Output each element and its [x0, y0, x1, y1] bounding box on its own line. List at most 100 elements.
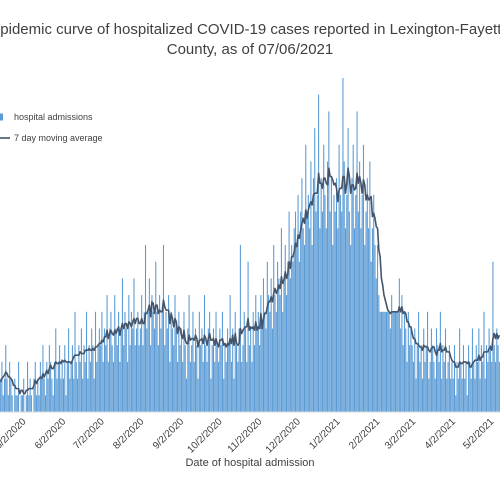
bar — [86, 311, 88, 412]
bar — [348, 211, 350, 412]
bar — [70, 361, 72, 412]
bar — [396, 311, 398, 412]
bar — [360, 228, 362, 412]
bar — [498, 361, 500, 412]
bar — [71, 345, 73, 412]
bar — [319, 228, 321, 412]
bar — [384, 311, 386, 412]
bar — [347, 128, 349, 412]
bar — [452, 378, 454, 412]
bar — [394, 311, 397, 412]
bar — [59, 345, 61, 412]
bar — [351, 178, 353, 412]
bar — [159, 295, 161, 412]
bar — [287, 261, 289, 412]
bar — [227, 328, 229, 412]
bar — [450, 378, 452, 412]
bar — [3, 378, 6, 412]
bar — [146, 328, 148, 412]
bar — [327, 161, 329, 412]
bar — [91, 328, 93, 412]
bar — [1, 361, 3, 412]
bar — [414, 328, 416, 412]
bar — [20, 395, 22, 412]
bar — [448, 345, 450, 412]
bar — [443, 361, 445, 412]
bar — [257, 311, 259, 412]
bar — [294, 211, 297, 412]
bar — [379, 311, 381, 412]
bar — [132, 328, 134, 412]
bar — [329, 211, 331, 412]
bar — [392, 311, 394, 412]
bar — [215, 311, 217, 412]
legend-swatch — [0, 113, 3, 121]
bar — [42, 345, 44, 412]
bar — [328, 111, 330, 413]
bar — [78, 345, 80, 412]
x-tick-label: 2/2/2021 — [347, 416, 383, 452]
bar — [386, 311, 388, 412]
bar — [346, 194, 348, 412]
bar — [261, 328, 263, 412]
bar — [307, 194, 309, 412]
bar — [407, 311, 409, 412]
bar — [303, 245, 306, 412]
bar — [410, 328, 412, 412]
bar — [383, 311, 385, 412]
bar — [5, 345, 7, 412]
bar — [300, 211, 302, 412]
bar — [130, 311, 132, 412]
bar — [211, 345, 213, 412]
bar — [370, 261, 372, 412]
bar — [301, 178, 303, 412]
bar — [179, 345, 181, 412]
bar — [459, 328, 461, 412]
bar — [309, 228, 311, 412]
bar — [415, 378, 417, 412]
bar — [109, 328, 111, 412]
bar — [380, 311, 382, 412]
bar — [114, 295, 116, 412]
bar — [202, 361, 204, 412]
bar — [107, 361, 109, 412]
bar — [118, 311, 120, 412]
bar — [157, 345, 159, 412]
bar — [119, 361, 121, 412]
bar — [284, 245, 286, 412]
bar — [336, 178, 338, 412]
bar — [209, 311, 211, 412]
bar — [123, 345, 125, 412]
bar — [10, 378, 12, 412]
bar — [0, 378, 2, 412]
bar — [2, 395, 4, 412]
bar — [82, 378, 84, 412]
bar — [15, 395, 17, 412]
bar — [120, 328, 122, 412]
bar — [444, 328, 447, 412]
bar — [430, 328, 432, 412]
bar — [139, 328, 141, 412]
bar — [256, 328, 258, 412]
bar — [233, 378, 235, 412]
bar — [164, 345, 166, 412]
bar — [264, 311, 266, 412]
bar — [342, 78, 344, 412]
bar — [371, 228, 373, 412]
bar — [53, 361, 56, 412]
bar — [147, 311, 149, 412]
bar — [200, 345, 202, 412]
bar — [52, 395, 54, 412]
bar — [189, 361, 191, 412]
bar — [497, 345, 499, 412]
bar — [192, 311, 194, 412]
bar — [212, 328, 214, 412]
bar — [197, 378, 199, 412]
bar — [359, 161, 361, 412]
legend: hospital admissions 7 day moving average — [0, 112, 103, 143]
x-axis-title: Date of hospital admission — [185, 457, 314, 469]
bar — [271, 328, 273, 412]
bar — [111, 345, 113, 412]
